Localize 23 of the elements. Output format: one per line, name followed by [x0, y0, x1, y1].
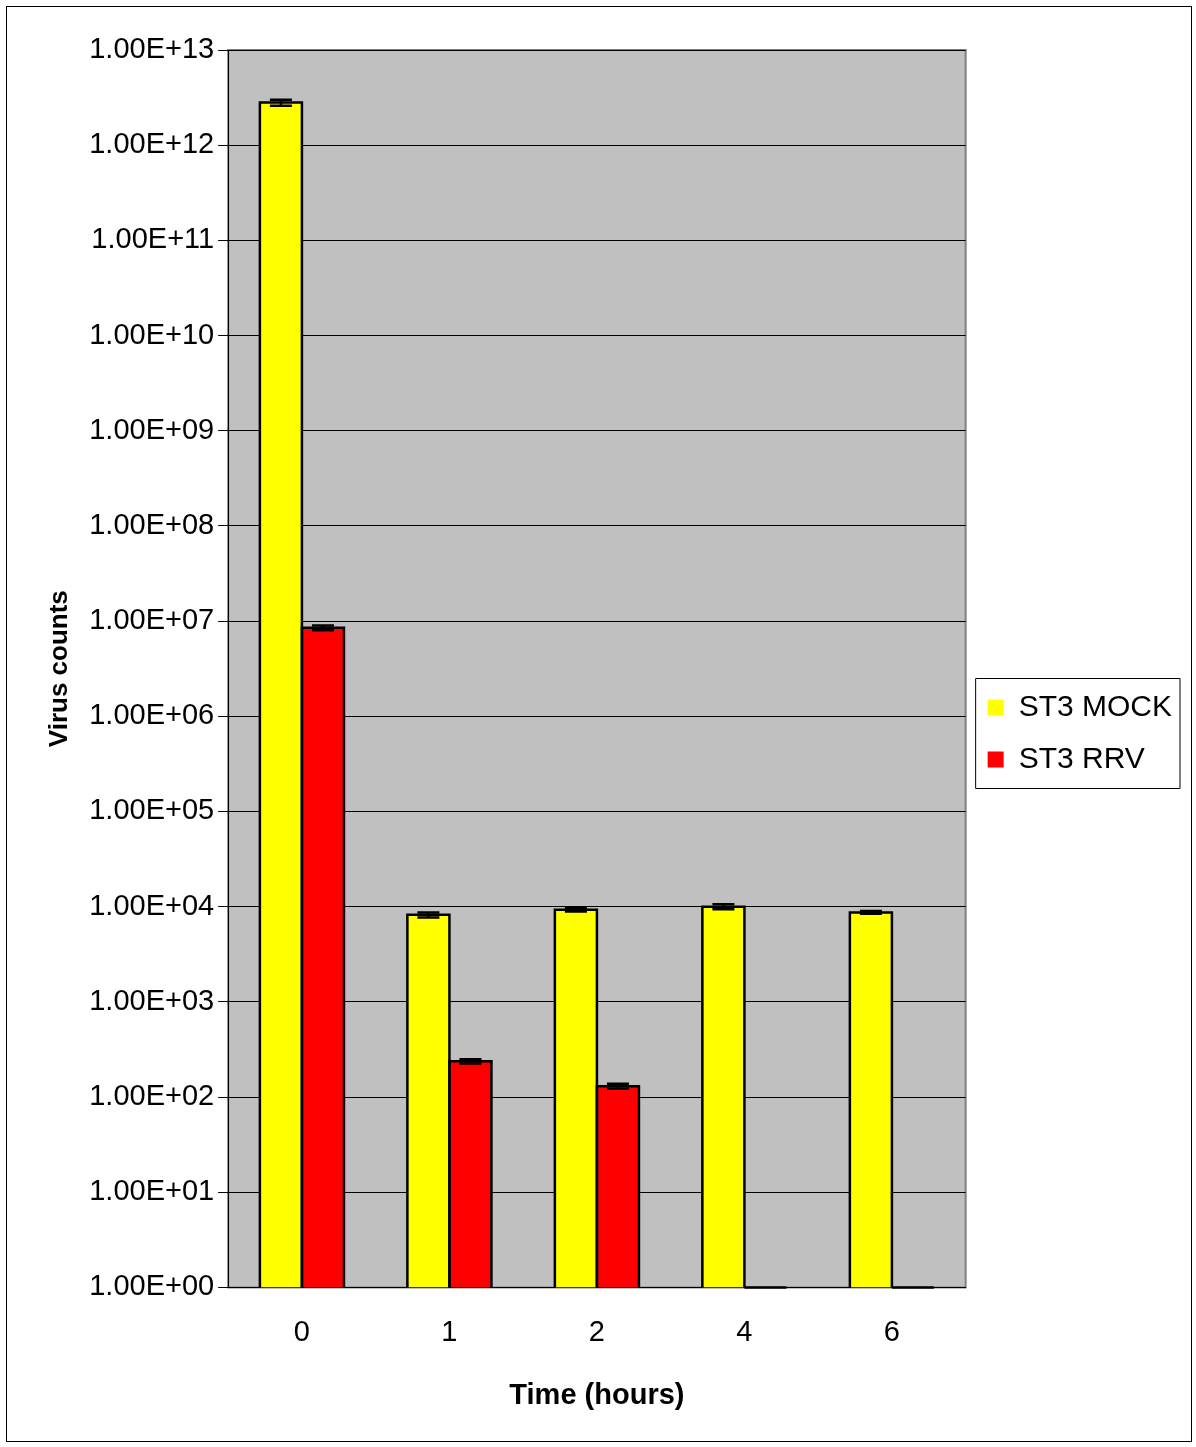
y-axis-title: Virus counts: [42, 590, 73, 748]
y-tick-label: 1.00E+04: [89, 888, 215, 921]
y-tick-label: 1.00E+13: [89, 32, 215, 64]
x-tick-label: 0: [293, 1314, 310, 1347]
x-axis-title: Time (hours): [509, 1377, 685, 1410]
y-tick-label: 1.00E+11: [91, 222, 215, 255]
y-tick-label: 1.00E+02: [89, 1079, 215, 1112]
y-tick-label: 1.00E+09: [89, 412, 215, 445]
y-tick-label: 1.00E+03: [89, 983, 215, 1016]
x-tick-label: 6: [883, 1314, 900, 1347]
y-tick-label: 1.00E+00: [89, 1269, 215, 1302]
y-tick-label: 1.00E+12: [89, 127, 215, 160]
legend-label: ST3 RRV: [1018, 740, 1145, 774]
y-tick-label: 1.00E+10: [89, 317, 215, 350]
y-tick-label: 1.00E+06: [89, 698, 215, 731]
y-tick-label: 1.00E+01: [89, 1174, 215, 1207]
x-tick-label: 4: [736, 1314, 753, 1347]
x-tick-label: 2: [588, 1314, 605, 1347]
y-tick-label: 1.00E+05: [89, 793, 215, 826]
legend-label: ST3 MOCK: [1018, 688, 1172, 722]
y-tick-label: 1.00E+08: [89, 507, 215, 540]
x-tick-label: 1: [441, 1314, 458, 1347]
y-tick-label: 1.00E+07: [89, 603, 215, 636]
